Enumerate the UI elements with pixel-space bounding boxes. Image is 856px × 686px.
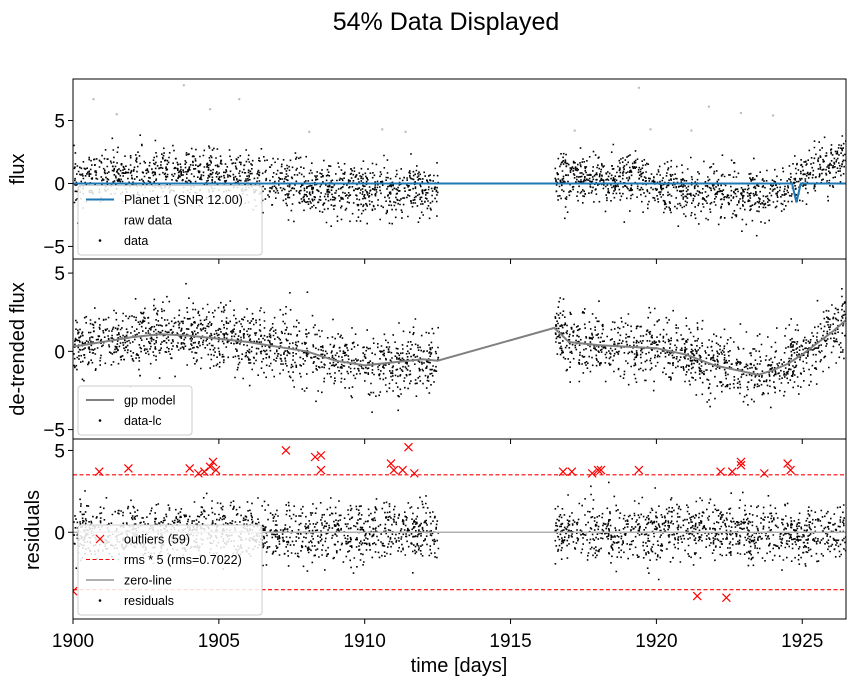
- outlier-marker: [692, 591, 702, 601]
- outlier-marker: [205, 462, 215, 472]
- outlier-marker: [786, 465, 796, 475]
- outlier-marker: [94, 467, 104, 477]
- x-tick-label: 1915: [489, 631, 531, 652]
- outlier-marker: [389, 465, 399, 475]
- legend-entry-label: residuals: [124, 594, 174, 608]
- flux-panel: −5 0 5 Planet 1 (SNR 12.00) raw data data: [43, 78, 847, 264]
- y-tick-label: 0: [54, 174, 65, 195]
- outlier-marker: [736, 457, 746, 467]
- legend-x-swatch: [95, 534, 105, 544]
- legend-entry-label: outliers (59): [124, 533, 190, 547]
- legend-entry-label: rms * 5 (rms=0.7022): [124, 553, 242, 567]
- outlier-marker: [567, 467, 577, 477]
- x-tick-label: 1910: [344, 631, 386, 652]
- outlier-marker: [759, 468, 769, 478]
- outlier-marker: [409, 468, 419, 478]
- outlier-marker: [199, 467, 209, 477]
- y-axis-label-flux: flux: [7, 153, 29, 184]
- raw-data-point: [238, 97, 241, 101]
- outlier-marker: [208, 457, 218, 467]
- outlier-marker: [194, 468, 203, 478]
- outlier-marker: [593, 465, 603, 475]
- legend-entry-label: data-lc: [124, 414, 162, 428]
- legend-box: [77, 185, 263, 256]
- raw-data-point: [381, 128, 384, 131]
- outlier-marker: [211, 465, 221, 475]
- outlier-marker: [596, 465, 606, 475]
- outlier-marker: [716, 467, 725, 477]
- figure-title: 54% Data Displayed: [333, 8, 560, 36]
- outlier-marker: [316, 450, 326, 460]
- outlier-marker: [386, 459, 396, 468]
- outlier-marker: [404, 442, 413, 452]
- raw-data-point: [308, 130, 311, 134]
- axes-frame: [72, 438, 847, 620]
- outlier-marker: [783, 459, 793, 468]
- raw-data-point: [404, 130, 407, 134]
- raw-data-point: [115, 113, 118, 116]
- raw-data-point: [92, 97, 95, 101]
- outlier-marker: [587, 468, 597, 478]
- planet-model-line: [73, 182, 846, 203]
- outlier-marker: [123, 464, 133, 473]
- legend: Planet 1 (SNR 12.00) raw data data: [77, 185, 263, 256]
- raw-data-point: [649, 128, 652, 131]
- outlier-marker: [634, 465, 644, 475]
- y-tick-label: 5: [54, 112, 65, 133]
- legend-entry-label: Planet 1 (SNR 12.00): [124, 193, 243, 207]
- legend: gp model data-lc: [77, 385, 193, 436]
- x-tick-label: 1920: [635, 631, 677, 652]
- legend: outliers (59) rms * 5 (rms=0.7022) zero-li…: [77, 524, 263, 616]
- outlier-marker: [736, 460, 746, 470]
- y-tick-label: 0: [54, 342, 65, 363]
- detrended-flux-panel: −5 0 5 gp model data-lc: [43, 258, 847, 444]
- outlier-marker: [310, 452, 320, 462]
- legend-point-swatch: [98, 599, 102, 602]
- raw-data-point: [208, 108, 212, 111]
- x-tick-label: 1900: [52, 631, 94, 652]
- outlier-marker: [185, 464, 195, 473]
- y-tick-label: 5: [54, 264, 65, 285]
- gp-model-line: [73, 319, 846, 376]
- residuals-panel: 0 5 1900 1905 1910 1915 1920 1925 outliers (59) r…: [52, 438, 847, 652]
- outlier-marker: [558, 467, 568, 477]
- y-tick-label: 0: [54, 523, 65, 544]
- outlier-marker: [316, 465, 326, 475]
- raw-data-point: [739, 111, 743, 115]
- raw-data-point: [182, 84, 186, 87]
- legend-entry-label: gp model: [124, 394, 175, 408]
- raw-data-point: [573, 129, 576, 132]
- y-tick-label: −5: [43, 237, 65, 258]
- legend-point-swatch: [98, 239, 102, 242]
- raw-data-point: [637, 86, 641, 90]
- raw-data-point: [771, 114, 775, 117]
- legend-entry-label: data: [124, 234, 148, 248]
- x-tick-label: 1905: [198, 631, 240, 652]
- legend-box: [77, 385, 193, 436]
- outlier-marker: [281, 446, 291, 455]
- legend-entry-label: zero-line: [124, 574, 172, 588]
- outlier-marker: [721, 593, 731, 603]
- y-tick-label: −5: [43, 421, 65, 442]
- outlier-marker: [727, 467, 737, 477]
- outlier-marker: [73, 586, 78, 596]
- legend-box: [77, 524, 263, 616]
- legend-point-swatch: [98, 419, 102, 422]
- raw-data-point: [707, 105, 711, 108]
- legend-entry-label: raw data: [124, 214, 172, 228]
- outlier-marker: [398, 465, 408, 475]
- raw-data-point: [690, 129, 693, 132]
- y-axis-label-residuals: residuals: [22, 490, 44, 570]
- y-tick-label: 5: [54, 441, 65, 462]
- y-axis-label-detrended: de-trended flux: [7, 282, 29, 415]
- x-axis-label: time [days]: [411, 655, 508, 677]
- x-tick-label: 1925: [781, 631, 823, 652]
